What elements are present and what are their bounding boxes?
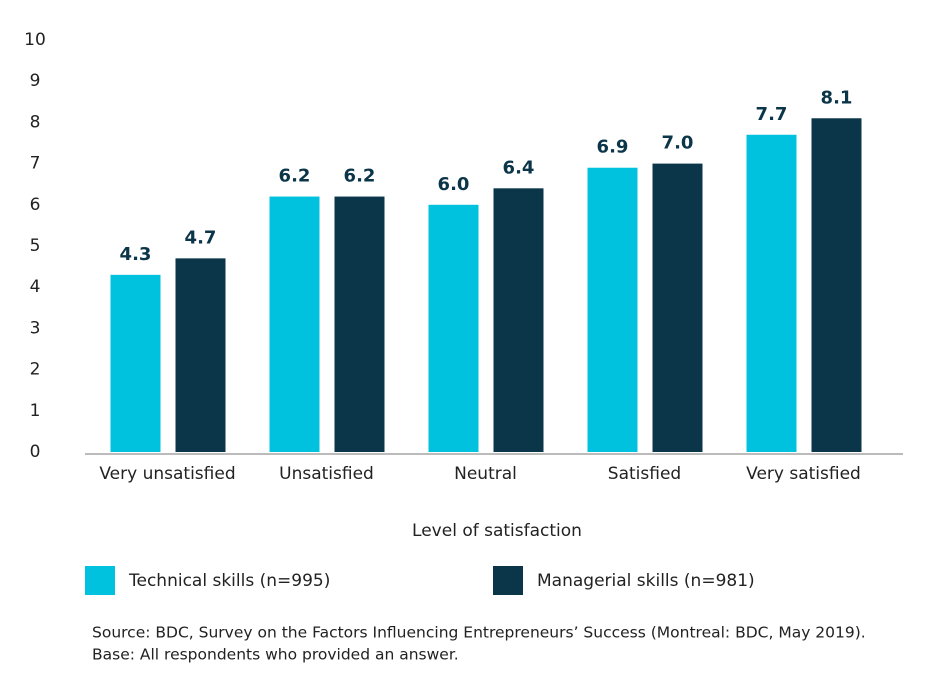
value-label: 6.2	[344, 166, 376, 187]
value-label: 6.2	[279, 166, 311, 187]
bar	[269, 196, 320, 452]
bar	[652, 163, 703, 452]
y-tick-label: 0	[30, 442, 41, 462]
legend-swatch	[85, 566, 115, 595]
y-tick-label: 7	[30, 154, 41, 174]
footnote: Base: All respondents who provided an an…	[92, 646, 459, 664]
y-tick-label: 2	[30, 360, 41, 380]
bar	[334, 196, 385, 452]
x-tick-label: Unsatisfied	[279, 464, 374, 484]
bar	[493, 188, 544, 452]
value-label: 6.4	[503, 157, 535, 178]
legend-label: Technical skills (n=995)	[128, 571, 330, 591]
bar	[811, 118, 862, 452]
value-label: 7.7	[756, 104, 788, 125]
x-tick-label: Satisfied	[608, 464, 681, 484]
value-label: 4.3	[120, 244, 152, 265]
value-label: 7.0	[662, 133, 694, 154]
x-tick-label: Neutral	[454, 464, 517, 484]
y-tick-label: 5	[30, 236, 41, 256]
value-label: 4.7	[185, 227, 217, 248]
y-tick-label: 10	[24, 30, 46, 50]
y-tick-label: 9	[30, 71, 41, 91]
bar	[175, 258, 226, 452]
x-tick-label: Very unsatisfied	[99, 464, 235, 484]
bar	[587, 167, 638, 452]
y-tick-label: 8	[30, 112, 41, 132]
y-tick-label: 4	[30, 277, 41, 297]
x-tick-label: Very satisfied	[746, 464, 861, 484]
y-tick-label: 3	[30, 318, 41, 338]
bar	[746, 134, 797, 452]
legend-swatch	[493, 566, 523, 595]
value-label: 6.0	[438, 174, 470, 195]
y-tick-label: 1	[30, 401, 41, 421]
value-label: 8.1	[821, 87, 853, 108]
y-tick-label: 6	[30, 195, 41, 215]
bar	[110, 274, 161, 452]
footnote: Source: BDC, Survey on the Factors Influ…	[92, 624, 866, 642]
legend-label: Managerial skills (n=981)	[537, 571, 755, 591]
bar	[428, 204, 479, 452]
value-label: 6.9	[597, 137, 629, 158]
x-axis-title: Level of satisfaction	[412, 521, 582, 541]
